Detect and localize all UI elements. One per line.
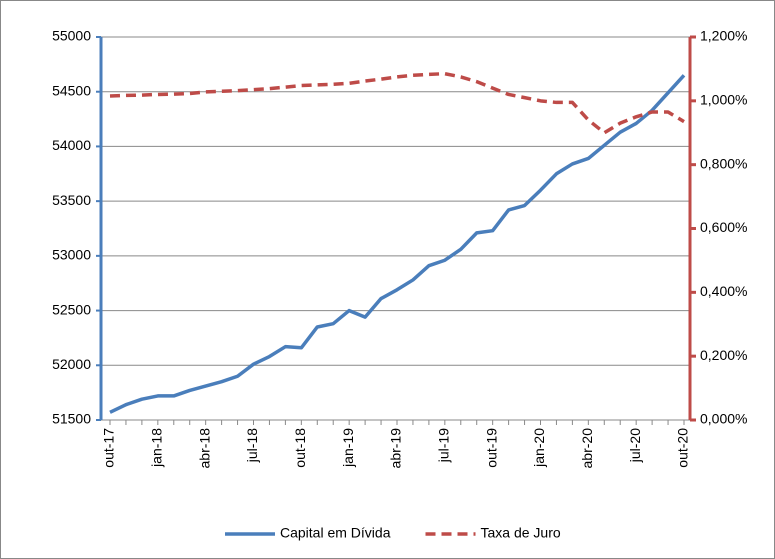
x-tick-label: out-17 bbox=[101, 428, 117, 468]
y-tick-label: 52000 bbox=[52, 356, 91, 372]
x-tick-label: jan-20 bbox=[531, 428, 547, 468]
y-tick-label: 54500 bbox=[52, 82, 91, 98]
y2-tick-label: 1,200% bbox=[700, 28, 747, 44]
x-tick-label: abr-20 bbox=[579, 428, 595, 469]
x-tick-label: jul-20 bbox=[627, 428, 643, 463]
y2-tick-label: 0,600% bbox=[700, 219, 747, 235]
y2-tick-label: 1,000% bbox=[700, 92, 747, 108]
x-tick-label: out-19 bbox=[483, 428, 499, 468]
y2-tick-label: 0,400% bbox=[700, 283, 747, 299]
y-tick-label: 51500 bbox=[52, 411, 91, 427]
y-tick-label: 55000 bbox=[52, 28, 91, 44]
y-tick-label: 53000 bbox=[52, 247, 91, 263]
x-tick-label: jan-18 bbox=[149, 428, 165, 468]
y2-tick-label: 0,200% bbox=[700, 347, 747, 363]
series-line bbox=[109, 74, 686, 414]
y-tick-label: 54000 bbox=[52, 137, 91, 153]
x-tick-label: abr-18 bbox=[196, 428, 212, 469]
x-tick-label: abr-19 bbox=[388, 428, 404, 469]
x-tick-label: jul-19 bbox=[436, 428, 452, 463]
x-tick-label: out-20 bbox=[675, 428, 691, 468]
legend-label: Taxa de Juro bbox=[481, 525, 561, 541]
y-tick-label: 53500 bbox=[52, 192, 91, 208]
x-tick-label: out-18 bbox=[292, 428, 308, 468]
y-tick-label: 52500 bbox=[52, 301, 91, 317]
x-tick-label: jul-18 bbox=[244, 428, 260, 463]
y2-tick-label: 0,800% bbox=[700, 155, 747, 171]
y2-tick-label: 0,000% bbox=[700, 411, 747, 427]
x-tick-label: jan-19 bbox=[340, 428, 356, 468]
legend-label: Capital em Dívida bbox=[280, 525, 391, 541]
